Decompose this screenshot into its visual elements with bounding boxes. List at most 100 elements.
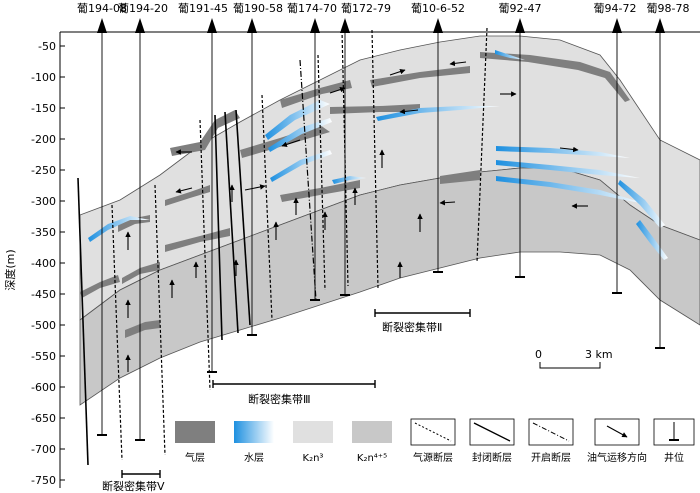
migration-arrow (329, 86, 346, 94)
y-tick-label: -750 (31, 474, 56, 487)
legend-label: 井位 (664, 451, 684, 464)
migration-arrow (281, 139, 301, 148)
well-label: 葡10-6-52 (411, 2, 465, 15)
fault-zone-3-label: 断裂密集带Ⅲ (248, 392, 311, 406)
well-label: 葡194-08 (77, 2, 127, 15)
sealed-fault-icon-line (473, 422, 511, 442)
gas-layer (440, 170, 480, 184)
source-fault (371, 29, 379, 289)
y-tick-label: -150 (31, 102, 56, 115)
legend-label: 油气运移方向 (587, 451, 647, 464)
sealed-fault (77, 177, 89, 466)
legend-label: 水层 (244, 452, 264, 464)
fault-zone-2-label: 断裂密集带Ⅱ (382, 320, 442, 334)
well-labels: 葡194-08 葡194-20 葡191-45 葡190-58 葡174-70 … (77, 2, 689, 15)
water-layer (332, 176, 366, 184)
well-label: 葡190-58 (233, 2, 283, 15)
well-label: 葡191-45 (178, 2, 228, 15)
legend: 气层 水层 K₂n³ K₂n⁴⁺⁵ 气源断层 封闭断层 开启断层 油气运移方向 … (175, 418, 695, 464)
migration-arrow (449, 60, 467, 67)
lower-formation-k2n45 (79, 167, 700, 406)
scale-bar-start: 0 (535, 348, 542, 361)
water-layer-swatch (234, 421, 274, 443)
source-fault (199, 119, 211, 391)
k2n45-swatch (352, 421, 392, 443)
y-tick-label: -250 (31, 164, 56, 177)
well-top-arrow (340, 18, 350, 33)
open-fault-icon-line (532, 422, 570, 442)
migration-arrow (439, 199, 456, 206)
well-top-arrow (310, 18, 320, 33)
legend-label: K₂n⁴⁺⁵ (357, 453, 387, 464)
migration-arrows (125, 60, 588, 372)
gas-layer-swatch (175, 421, 215, 443)
wells (101, 25, 661, 440)
y-tick-label: -50 (38, 40, 56, 53)
y-tick-label: -600 (31, 381, 56, 394)
water-layer (618, 180, 665, 228)
well-top-arrow (515, 18, 525, 33)
migration-arrow (389, 68, 406, 76)
sealed-fault (235, 109, 251, 326)
gas-layer (280, 180, 360, 202)
y-tick-label: -350 (31, 226, 56, 239)
source-fault (261, 94, 273, 321)
well-top-arrow (433, 18, 443, 33)
sealed-fault (224, 111, 239, 334)
gas-layer (165, 185, 210, 206)
source-fault (111, 204, 123, 461)
gas-layer (280, 80, 352, 108)
well-top-arrow (97, 18, 107, 33)
water-layer (496, 146, 630, 158)
y-tick-label: -300 (31, 195, 56, 208)
well-top-arrow (135, 18, 145, 33)
y-tick-label: -650 (31, 412, 56, 425)
water-layer (496, 176, 650, 205)
gas-layer (330, 104, 420, 114)
y-tick-label: -550 (31, 350, 56, 363)
y-axis: -50 -100 -150 -200 -250 -300 -350 -400 -450 -500 -… (3, 31, 700, 488)
legend-label: 气源断层 (413, 451, 453, 464)
gas-layers (80, 52, 630, 338)
y-tick-label: -200 (31, 133, 56, 146)
sealed-fault (214, 114, 223, 341)
gas-layer (80, 275, 120, 298)
migration-arrow (559, 146, 579, 153)
legend-label: 气层 (185, 451, 205, 464)
migration-arrow (175, 187, 193, 194)
migration-arrow (399, 108, 419, 115)
well-label: 葡174-70 (287, 2, 337, 15)
water-layer (88, 216, 150, 242)
y-tick-label: -450 (31, 288, 56, 301)
gas-layer (480, 52, 630, 102)
water-layer (495, 50, 525, 60)
k2n3-swatch (293, 421, 333, 443)
water-layer (265, 100, 330, 140)
scale-bar-end: 3 km (585, 348, 613, 361)
well-top-arrow (612, 18, 622, 33)
water-layer (270, 150, 332, 182)
scale-bar: 0 3 km (535, 348, 613, 369)
well-top-arrow (247, 18, 257, 33)
well-label: 葡194-20 (118, 2, 168, 15)
formations (79, 35, 700, 406)
migration-arrow (244, 184, 266, 191)
scale-bar-line (539, 362, 601, 369)
source-fault (317, 54, 326, 291)
y-tick-label: -500 (31, 319, 56, 332)
y-ticks: -50 -100 -150 -200 -250 -300 -350 -400 -450 -500 -… (31, 40, 65, 487)
fault-zone-brackets (121, 309, 471, 478)
gas-layer (125, 320, 160, 338)
fault-zone-5-label: 断裂密集带Ⅴ (102, 479, 165, 493)
well-label: 葡92-47 (499, 2, 542, 15)
legend-label: K₂n³ (303, 453, 324, 464)
gas-layer (165, 228, 230, 252)
migration-arrow-icon-line (606, 425, 628, 438)
y-tick-label: -400 (31, 257, 56, 270)
well-label: 葡94-72 (594, 2, 637, 15)
legend-label: 封闭断层 (472, 451, 512, 464)
source-fault-icon-line (414, 422, 452, 442)
legend-label: 开启断层 (531, 451, 571, 464)
source-fault (476, 27, 488, 263)
